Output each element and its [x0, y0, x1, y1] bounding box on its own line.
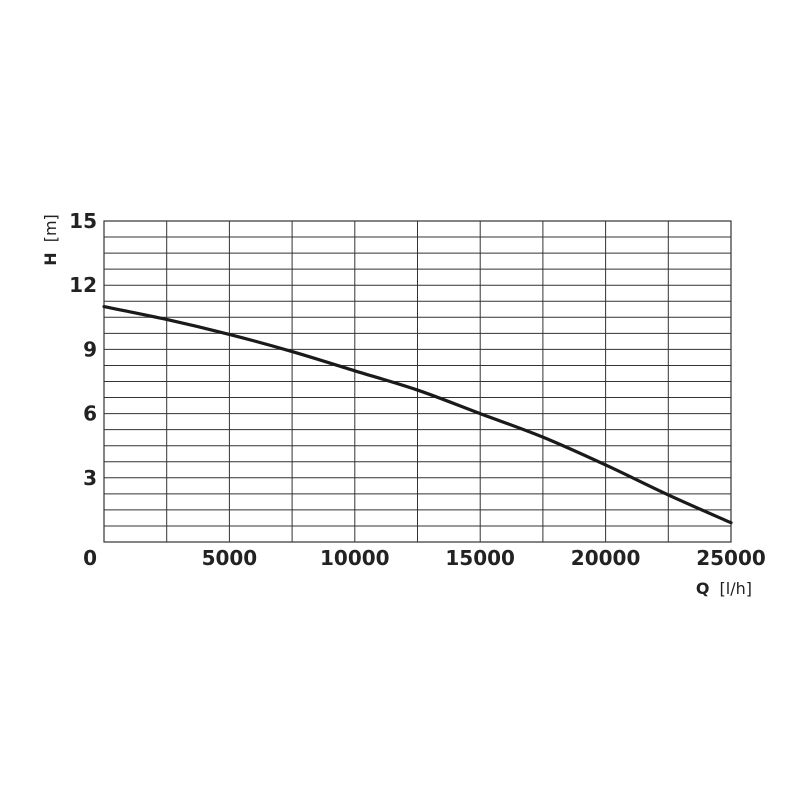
- x-axis-unit: [l/h]: [720, 579, 752, 598]
- grid: [104, 221, 731, 542]
- plot-border: [103, 220, 732, 543]
- x-tick-label: 5000: [202, 546, 258, 570]
- x-tick-label: 20000: [571, 546, 641, 570]
- y-tick-label: 3: [83, 466, 97, 490]
- series-line: [102, 305, 733, 525]
- y-axis-unit: [m]: [41, 214, 60, 242]
- y-axis-label: H [m]: [41, 214, 60, 266]
- y-tick-label: 9: [83, 337, 97, 361]
- x-tick-label: 0: [83, 546, 97, 570]
- y-axis-symbol: H: [41, 252, 60, 265]
- y-tick-label: 15: [69, 209, 97, 233]
- x-tick-labels: 0 5000 10000 15000 20000 25000: [83, 546, 766, 570]
- series-layer: [102, 305, 733, 525]
- x-axis-label: Q [l/h]: [696, 579, 752, 598]
- x-axis-symbol: Q: [696, 579, 710, 598]
- y-tick-label: 6: [83, 402, 97, 426]
- y-tick-label: 12: [69, 273, 97, 297]
- plot-frame: [103, 220, 732, 543]
- x-tick-label: 25000: [696, 546, 766, 570]
- x-tick-label: 15000: [445, 546, 515, 570]
- y-tick-labels: 3 6 9 12 15: [69, 209, 97, 490]
- x-tick-label: 10000: [320, 546, 390, 570]
